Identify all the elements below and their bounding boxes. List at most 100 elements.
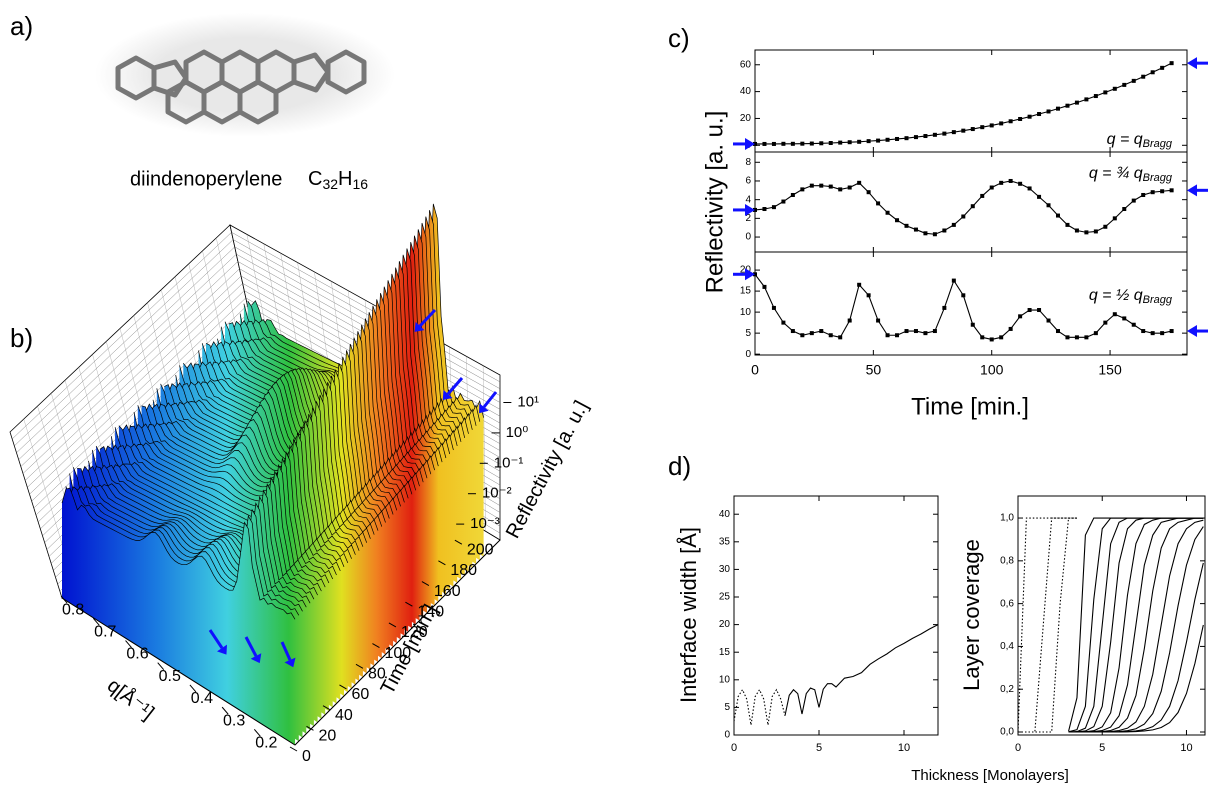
y-tick-label: 0 (724, 730, 730, 741)
data-point (790, 192, 795, 197)
data-point (790, 329, 795, 334)
y-tick-label: 15 (740, 286, 752, 297)
x-axis-title: Thickness [Monolayers] (911, 767, 1069, 784)
data-point (847, 140, 852, 145)
data-point (1046, 318, 1051, 323)
surface-ridge (61, 487, 296, 620)
data-point (828, 333, 833, 338)
arrow-head (745, 268, 755, 281)
x-tick-label: 0.3 (223, 712, 245, 729)
data-point (999, 180, 1004, 185)
surface-ridge (95, 445, 330, 584)
data-point (923, 231, 928, 236)
data-point (1112, 312, 1117, 317)
data-point (1037, 194, 1042, 199)
series-line (733, 688, 786, 726)
marker-arrow (280, 641, 292, 661)
x-tick (92, 617, 100, 626)
y-tick (388, 622, 397, 628)
data-point (942, 305, 947, 310)
annotation-main: q = ¾ q (1089, 165, 1143, 182)
marker-arrow (208, 629, 224, 649)
data-point (932, 132, 937, 137)
surface-ridge (103, 445, 337, 576)
y-tick-label: 0 (745, 232, 751, 243)
surface-ridge (126, 413, 360, 551)
y-tick (322, 705, 331, 711)
y-tick-label: 200 (467, 541, 494, 558)
data-point (1055, 106, 1060, 111)
marker-arrow (479, 403, 489, 414)
data-point (800, 333, 805, 338)
y-tick-label: 15 (719, 647, 731, 658)
marker-arrow (733, 137, 755, 150)
data-point (904, 329, 909, 334)
series-line (754, 180, 1172, 235)
surface-ridge (80, 465, 315, 600)
z-tick-label: 10⁻¹ (494, 454, 524, 471)
data-point (1150, 331, 1155, 336)
y-tick-label: 80 (368, 665, 386, 682)
y-tick-label: 5 (724, 702, 730, 713)
data-point (1074, 228, 1079, 233)
data-point (1131, 78, 1136, 83)
data-point (1046, 203, 1051, 208)
data-point (866, 293, 871, 298)
x-tick-label: 5 (1099, 742, 1105, 754)
marker-arrow (733, 203, 755, 216)
data-point (1169, 329, 1174, 334)
marker-arrow (1187, 325, 1208, 338)
data-point (951, 278, 956, 283)
data-point (800, 141, 805, 146)
data-point (809, 331, 814, 336)
data-point (800, 187, 805, 192)
y-tick-label: 2 (745, 213, 751, 224)
y-tick-label: 40 (740, 86, 752, 97)
z-tick-label: 10⁻³ (470, 515, 500, 532)
x-tick-label: 0.7 (94, 624, 116, 641)
x-tick-label: 10 (1180, 742, 1192, 754)
data-point (1074, 335, 1079, 340)
series-line (1068, 624, 1204, 733)
data-point (781, 141, 786, 146)
data-point (1112, 216, 1117, 221)
arrow-head (745, 203, 755, 216)
annotation-sub: Bragg (1143, 294, 1173, 306)
x-tick-label: 10 (898, 742, 910, 754)
data-point (866, 190, 871, 195)
data-point (781, 199, 786, 204)
data-point (828, 184, 833, 189)
marker-arrow (446, 377, 464, 395)
y-tick-label: 0 (302, 748, 311, 765)
data-point (819, 141, 824, 146)
z-tick-label: 10⁰ (506, 424, 529, 441)
data-point (980, 193, 985, 198)
data-point (866, 139, 871, 144)
data-point (1027, 114, 1032, 119)
panel-label: b) (10, 323, 33, 353)
data-point (1037, 308, 1042, 313)
y-tick (372, 643, 380, 649)
y-tick-label: 0,6 (1000, 598, 1014, 609)
y-tick-label: 140 (417, 603, 444, 620)
data-point (1093, 229, 1098, 234)
molecule-formula: C32H16 (308, 168, 368, 191)
data-point (1027, 308, 1032, 313)
data-point (819, 183, 824, 188)
surface-ridge (129, 407, 364, 547)
formula-part: C (308, 168, 322, 190)
marker-arrow (442, 390, 453, 401)
data-point (1150, 70, 1155, 75)
x-tick-label: 5 (816, 742, 822, 754)
data-point (942, 228, 947, 233)
data-point (771, 305, 776, 310)
y-tick (421, 581, 430, 586)
data-point (819, 329, 824, 334)
data-point (1169, 61, 1174, 66)
data-point (809, 141, 814, 146)
z-tick-label: 10⁻² (482, 485, 512, 502)
data-point (1018, 116, 1023, 121)
surface-ridge (69, 473, 303, 612)
y-tick (306, 725, 314, 731)
data-point (885, 137, 890, 142)
